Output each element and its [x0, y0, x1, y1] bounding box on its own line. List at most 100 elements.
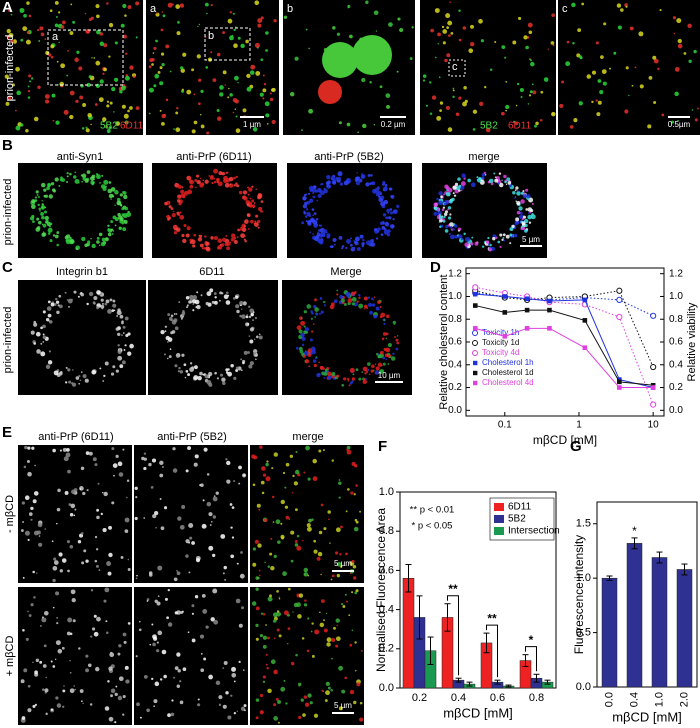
fluorescence-spot	[225, 691, 229, 695]
fluorescence-spot	[31, 446, 35, 450]
fluorescence-spot	[176, 652, 181, 657]
fluorescence-spot	[120, 85, 126, 91]
fluorescence-spot	[33, 116, 39, 122]
fluorescence-spot	[16, 90, 22, 96]
fluorescence-spot	[176, 684, 180, 688]
fluorescence-spot	[269, 92, 272, 95]
fluorescence-spot	[380, 201, 386, 207]
fluorescence-spot	[522, 190, 525, 193]
fluorescence-spot	[148, 571, 153, 575]
fluorescence-spot	[193, 462, 198, 467]
fluorescence-spot	[170, 712, 175, 717]
fluorescence-spot	[238, 660, 241, 664]
fluorescence-spot	[291, 492, 294, 494]
fluorescence-spot	[96, 236, 100, 240]
error-bar	[455, 677, 462, 683]
fluorescence-spot	[257, 195, 262, 200]
fluorescence-spot	[167, 313, 171, 316]
fluorescence-spot	[353, 302, 358, 307]
fluorescence-spot	[44, 38, 47, 40]
y2-tick-label: 0.0	[669, 405, 683, 416]
fluorescence-spot	[257, 226, 260, 229]
fluorescence-spot	[176, 356, 179, 359]
fluorescence-spot	[189, 300, 193, 304]
note: ** p < 0.01	[410, 505, 455, 516]
fluorescence-spot	[56, 231, 60, 234]
data-point	[616, 287, 623, 294]
micrograph	[0, 0, 143, 135]
fluorescence-spot	[86, 82, 91, 88]
fluorescence-spot	[277, 540, 281, 544]
fluorescence-spot	[278, 596, 280, 598]
fluorescence-spot	[341, 245, 345, 248]
fluorescence-spot	[69, 688, 75, 694]
fluorescence-spot	[273, 452, 278, 457]
fluorescence-spot	[70, 632, 73, 636]
fluorescence-spot	[204, 235, 207, 238]
fluorescence-spot	[200, 652, 203, 655]
micrograph	[287, 163, 412, 258]
fluorescence-spot	[443, 212, 448, 216]
fluorescence-spot	[358, 303, 364, 309]
fluorescence-spot	[213, 180, 217, 184]
fluorescence-spot	[293, 602, 299, 608]
fluorescence-spot	[321, 599, 325, 604]
fluorescence-spot	[333, 243, 336, 246]
fluorescence-spot	[103, 43, 108, 48]
fluorescence-spot	[69, 114, 74, 120]
fluorescence-spot	[189, 179, 193, 183]
fluorescence-spot	[380, 233, 384, 237]
fluorescence-spot	[292, 611, 294, 613]
fluorescence-spot	[167, 214, 170, 217]
fluorescence-spot	[196, 179, 201, 185]
fluorescence-spot	[501, 111, 505, 116]
fluorescence-spot	[153, 510, 159, 516]
fluorescence-spot	[395, 347, 399, 351]
fluorescence-spot	[190, 239, 196, 245]
fluorescence-spot	[120, 556, 124, 559]
fluorescence-spot	[219, 85, 224, 90]
fluorescence-spot	[23, 668, 28, 673]
fluorescence-spot	[388, 22, 393, 27]
fluorescence-spot	[346, 448, 349, 451]
fluorescence-spot	[620, 8, 624, 12]
fluorescence-spot	[525, 188, 529, 192]
inset-label: c	[452, 61, 458, 73]
fluorescence-spot	[194, 186, 197, 189]
fluorescence-spot	[176, 570, 178, 572]
fluorescence-spot	[458, 38, 462, 42]
fluorescence-spot	[205, 246, 210, 250]
column-title: Integrin b1	[56, 266, 108, 278]
fluorescence-spot	[217, 238, 223, 244]
legend-label: Toxicity 4d	[482, 348, 519, 357]
fluorescence-spot	[32, 499, 37, 504]
fluorescence-spot	[313, 212, 317, 215]
fluorescence-spot	[282, 571, 287, 577]
fluorescence-spot	[552, 44, 555, 47]
fluorescence-spot	[237, 36, 241, 40]
fluorescence-spot	[359, 717, 364, 722]
fluorescence-spot	[42, 664, 47, 668]
fluorescence-spot	[355, 368, 359, 372]
fluorescence-spot	[120, 23, 125, 28]
fluorescence-spot	[597, 100, 602, 105]
fluorescence-spot	[72, 619, 76, 623]
fluorescence-spot	[326, 642, 331, 647]
fluorescence-spot	[37, 220, 42, 225]
panel-label: D	[430, 259, 441, 276]
fluorescence-spot	[248, 187, 253, 192]
y2-tick-label: 0.2	[669, 382, 683, 393]
fluorescence-spot	[269, 594, 272, 598]
fluorescence-spot	[48, 53, 52, 57]
fluorescence-spot	[37, 203, 40, 207]
fluorescence-spot	[127, 351, 132, 356]
fluorescence-spot	[422, 74, 427, 78]
fluorescence-spot	[118, 347, 122, 351]
fluorescence-spot	[45, 219, 49, 223]
fluorescence-spot	[108, 552, 113, 558]
fluorescence-spot	[188, 523, 194, 528]
fluorescence-spot	[382, 356, 386, 360]
fluorescence-spot	[276, 628, 280, 632]
fluorescence-spot	[222, 70, 227, 75]
fluorescence-spot	[152, 514, 157, 519]
